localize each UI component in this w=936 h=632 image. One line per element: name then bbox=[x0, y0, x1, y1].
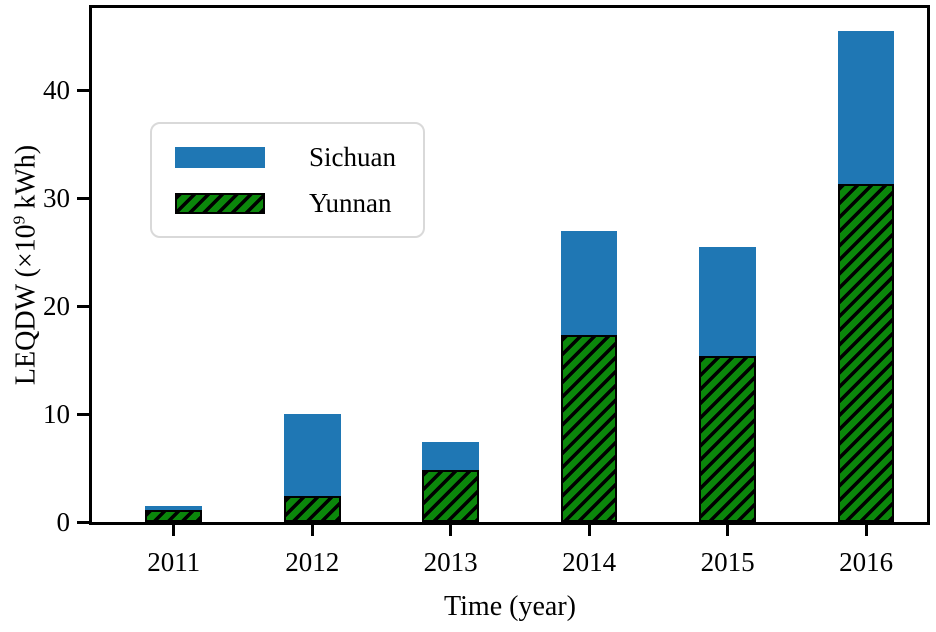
bar-segment-yunnan-2011 bbox=[145, 510, 203, 522]
legend: Sichuan Yunnan bbox=[150, 122, 425, 238]
legend-label-yunnan: Yunnan bbox=[309, 187, 392, 218]
legend-item-yunnan: Yunnan bbox=[175, 187, 423, 218]
x-tick-label-2016: 2016 bbox=[839, 547, 894, 577]
y-tick-20 bbox=[77, 304, 89, 308]
plot-area bbox=[89, 5, 930, 525]
bar-segment-sichuan-2015 bbox=[699, 246, 756, 356]
legend-item-sichuan: Sichuan bbox=[175, 141, 423, 172]
bar-segment-sichuan-2012 bbox=[283, 414, 341, 497]
x-tick-label-2013: 2013 bbox=[423, 547, 478, 577]
x-tick-2016 bbox=[864, 525, 868, 536]
y-tick-10 bbox=[77, 412, 89, 416]
x-tick-label-2015: 2015 bbox=[700, 547, 755, 577]
bar-segment-yunnan-2012 bbox=[283, 496, 341, 522]
x-tick-2011 bbox=[172, 525, 176, 536]
y-tick-40 bbox=[77, 88, 89, 92]
bar-segment-sichuan-2014 bbox=[560, 230, 618, 336]
sichuan-swatch-icon bbox=[175, 146, 265, 168]
x-tick-2014 bbox=[587, 525, 591, 536]
plot-canvas bbox=[92, 8, 927, 522]
x-tick-label-2014: 2014 bbox=[562, 547, 617, 577]
bar-segment-yunnan-2013 bbox=[422, 470, 480, 522]
y-tick-30 bbox=[77, 196, 89, 200]
x-tick-2013 bbox=[449, 525, 453, 536]
bar-segment-yunnan-2015 bbox=[699, 355, 756, 522]
x-tick-label-2011: 2011 bbox=[147, 547, 201, 577]
x-tick-2012 bbox=[310, 525, 314, 536]
bar-segment-sichuan-2016 bbox=[837, 30, 895, 184]
x-tick-2015 bbox=[726, 525, 730, 536]
bar-segment-yunnan-2014 bbox=[560, 335, 618, 522]
legend-label-sichuan: Sichuan bbox=[309, 141, 396, 172]
x-tick-label-2012: 2012 bbox=[285, 547, 340, 577]
y-tick-label-0: 0 bbox=[56, 507, 71, 537]
y-tick-label-20: 20 bbox=[43, 291, 70, 321]
x-axis-label: Time (year) bbox=[444, 591, 576, 622]
y-tick-label-30: 30 bbox=[43, 183, 70, 214]
bar-segment-sichuan-2013 bbox=[422, 442, 480, 471]
yunnan-swatch-icon bbox=[175, 192, 265, 214]
bar-segment-yunnan-2016 bbox=[837, 184, 895, 522]
y-tick-label-10: 10 bbox=[43, 399, 70, 429]
y-tick-label-40: 40 bbox=[43, 75, 70, 106]
y-axis-label: LEQDW (×109 kWh) bbox=[9, 145, 42, 385]
y-tick-0 bbox=[77, 520, 89, 524]
y-axis-label-sup: 9 bbox=[9, 215, 29, 225]
bar-segment-sichuan-2011 bbox=[145, 505, 203, 511]
